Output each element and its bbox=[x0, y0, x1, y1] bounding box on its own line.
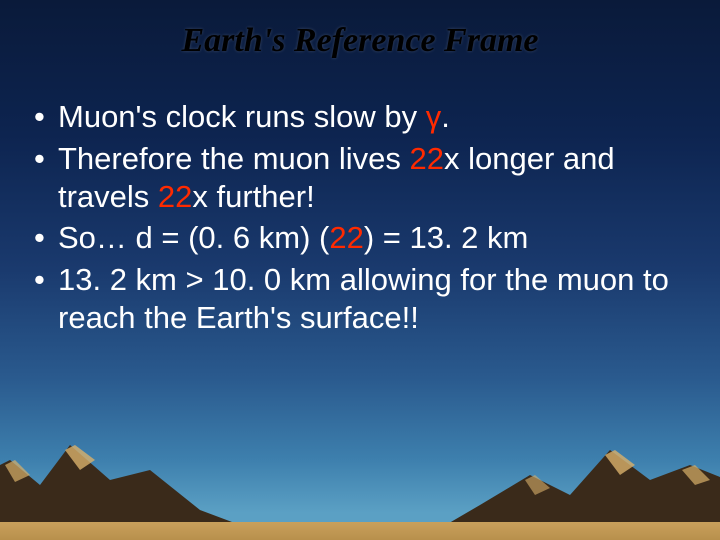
bullet-text: So… d = (0. 6 km) ( bbox=[58, 220, 329, 255]
bullet-item: 13. 2 km > 10. 0 km allowing for the muo… bbox=[30, 261, 690, 337]
slide: Earth's Reference Frame Muon's clock run… bbox=[0, 0, 720, 540]
bullet-list: Muon's clock runs slow by γ. Therefore t… bbox=[0, 60, 720, 337]
bullet-text: . bbox=[441, 99, 450, 134]
bullet-text: ) = 13. 2 km bbox=[364, 220, 529, 255]
bullet-item: Therefore the muon lives 22x longer and … bbox=[30, 140, 690, 216]
highlight: 22 bbox=[329, 220, 363, 255]
bullet-text: Therefore the muon lives bbox=[58, 141, 410, 176]
sand-strip bbox=[0, 522, 720, 540]
ground-graphic bbox=[0, 420, 720, 540]
bullet-item: So… d = (0. 6 km) (22) = 13. 2 km bbox=[30, 219, 690, 257]
highlight: 22 bbox=[410, 141, 444, 176]
bullet-item: Muon's clock runs slow by γ. bbox=[30, 98, 690, 136]
bullet-text: Muon's clock runs slow by bbox=[58, 99, 426, 134]
slide-title: Earth's Reference Frame bbox=[0, 0, 720, 60]
bullet-text: 13. 2 km > 10. 0 km allowing for the muo… bbox=[58, 262, 669, 335]
bullet-text: x further! bbox=[192, 179, 314, 214]
highlight: 22 bbox=[158, 179, 192, 214]
highlight: γ bbox=[426, 99, 442, 134]
